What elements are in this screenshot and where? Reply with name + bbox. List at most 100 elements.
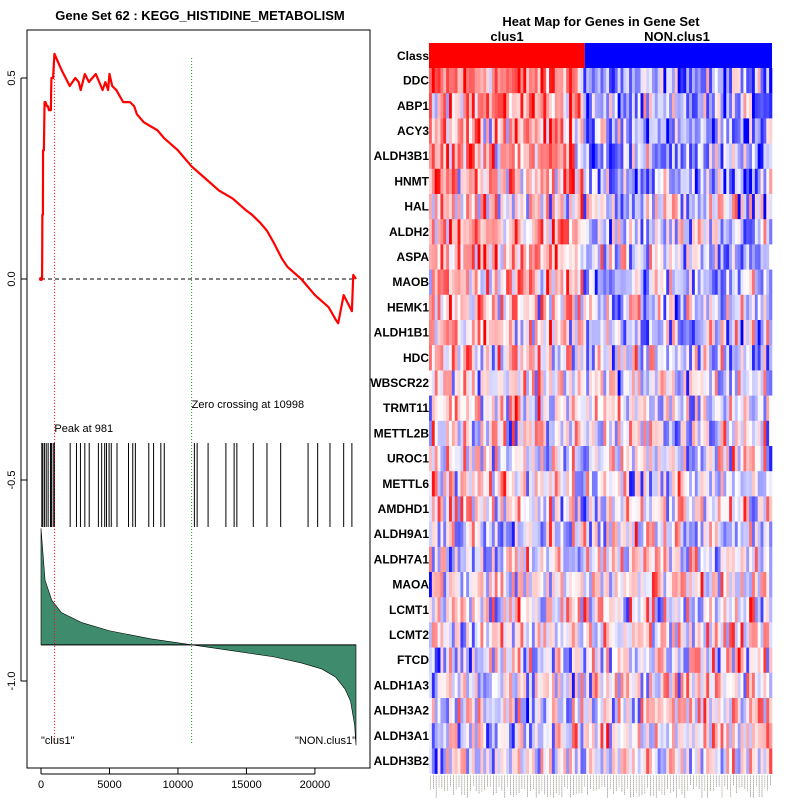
- heatmap-cell: [563, 446, 567, 472]
- heatmap-cell: [431, 320, 436, 346]
- heatmap-cell: [489, 723, 493, 749]
- heatmap-cell: [589, 143, 593, 170]
- heatmap-cell: [697, 244, 701, 270]
- heatmap-cell: [749, 572, 753, 598]
- heatmap-cell: [537, 320, 541, 346]
- heatmap-cell: [620, 698, 624, 724]
- heatmap-cell: [606, 269, 610, 296]
- heatmap-cell: [634, 521, 638, 548]
- heatmap-cell: [483, 370, 487, 396]
- heatmap-cell: [634, 496, 638, 522]
- heatmap-cell: [674, 345, 678, 371]
- heatmap-cell: [631, 143, 636, 170]
- heatmap-cell: [651, 294, 656, 321]
- heatmap-cell: [766, 572, 770, 598]
- heatmap-cell: [654, 370, 658, 396]
- heatmap-cell: [457, 723, 461, 749]
- heatmap-cell: [594, 194, 598, 220]
- heatmap-cell: [766, 672, 770, 699]
- heatmap-cell: [766, 168, 770, 195]
- heatmap-cell: [729, 395, 733, 422]
- heatmap-cell: [531, 168, 536, 195]
- heatmap-cell: [683, 294, 687, 321]
- heatmap-cell: [523, 698, 527, 724]
- heatmap-cell: [457, 446, 461, 472]
- heatmap-cell: [451, 345, 456, 371]
- heatmap-cell: [634, 395, 638, 422]
- class-row-label: Class: [397, 49, 429, 63]
- heatmap-cell: [743, 521, 747, 548]
- heatmap-cell: [469, 320, 473, 346]
- heatmap-cell: [514, 748, 518, 774]
- heatmap-cell: [766, 622, 770, 648]
- heatmap-cell: [477, 395, 481, 422]
- plot-frame: [26, 29, 371, 769]
- heatmap-cell: [449, 521, 453, 548]
- heatmap-cell: [614, 597, 618, 623]
- heatmap-cell: [509, 748, 513, 774]
- heatmap-cell: [531, 723, 536, 749]
- heatmap-cell: [660, 93, 664, 119]
- heatmap-cell: [763, 269, 767, 296]
- gene-row-label: AMDHD1: [378, 502, 430, 516]
- heatmap-cell: [629, 320, 633, 346]
- heatmap-cell: [454, 219, 458, 245]
- heatmap-cell: [443, 672, 447, 699]
- heatmap-cell: [617, 471, 621, 497]
- heatmap-cell: [709, 194, 713, 220]
- heatmap-cell: [720, 420, 724, 447]
- heatmap-cell: [643, 194, 647, 220]
- heatmap-cell: [580, 370, 584, 396]
- heatmap-cell: [540, 572, 544, 598]
- heatmap-cell: [580, 395, 584, 422]
- heatmap-cell: [717, 269, 721, 296]
- heatmap-cell: [540, 244, 544, 270]
- heatmap-cell: [491, 294, 496, 321]
- heatmap-cell: [737, 723, 741, 749]
- heatmap-cell: [703, 647, 707, 674]
- heatmap-cell: [543, 546, 547, 573]
- heatmap-cell: [591, 446, 596, 472]
- heatmap-cell: [671, 748, 676, 774]
- heatmap-cell: [646, 219, 650, 245]
- heatmap-cell: [523, 471, 527, 497]
- heatmap-cell: [526, 68, 530, 94]
- heatmap-cell: [551, 698, 556, 724]
- heatmap-cell: [606, 672, 610, 699]
- heatmap-cell: [694, 219, 698, 245]
- heatmap-cell: [511, 572, 516, 598]
- heatmap-cell: [577, 446, 581, 472]
- heatmap-cell: [634, 723, 638, 749]
- heatmap-cell: [506, 294, 510, 321]
- heatmap-cell: [694, 496, 698, 522]
- heatmap-cell: [631, 496, 636, 522]
- heatmap-cell: [720, 118, 724, 144]
- heatmap-cell: [649, 168, 653, 195]
- heatmap-cell: [529, 420, 533, 447]
- heatmap-cell: [483, 219, 487, 245]
- heatmap-cell: [543, 168, 547, 195]
- heatmap-cell: [723, 168, 727, 195]
- heatmap-cell: [577, 672, 581, 699]
- heatmap-cell: [529, 269, 533, 296]
- heatmap-cell: [740, 597, 744, 623]
- heatmap-cell: [640, 93, 644, 119]
- heatmap-cell: [731, 320, 736, 346]
- heatmap-cell: [743, 294, 747, 321]
- heatmap-cell: [611, 748, 616, 774]
- heatmap-cell: [454, 597, 458, 623]
- heatmap-cell: [474, 370, 478, 396]
- heatmap-cell: [449, 143, 453, 170]
- heatmap-cell: [523, 93, 527, 119]
- heatmap-cell: [720, 244, 724, 270]
- heatmap-cell: [434, 546, 438, 573]
- heatmap-cell: [543, 446, 547, 472]
- heatmap-cell: [566, 168, 570, 195]
- heatmap-cell: [706, 446, 710, 472]
- heatmap-cell: [620, 143, 624, 170]
- heatmap-cell: [497, 168, 501, 195]
- heatmap-cell: [657, 521, 661, 548]
- heatmap-cell: [703, 194, 707, 220]
- heatmap-cell: [649, 496, 653, 522]
- heatmap-cell: [766, 370, 770, 396]
